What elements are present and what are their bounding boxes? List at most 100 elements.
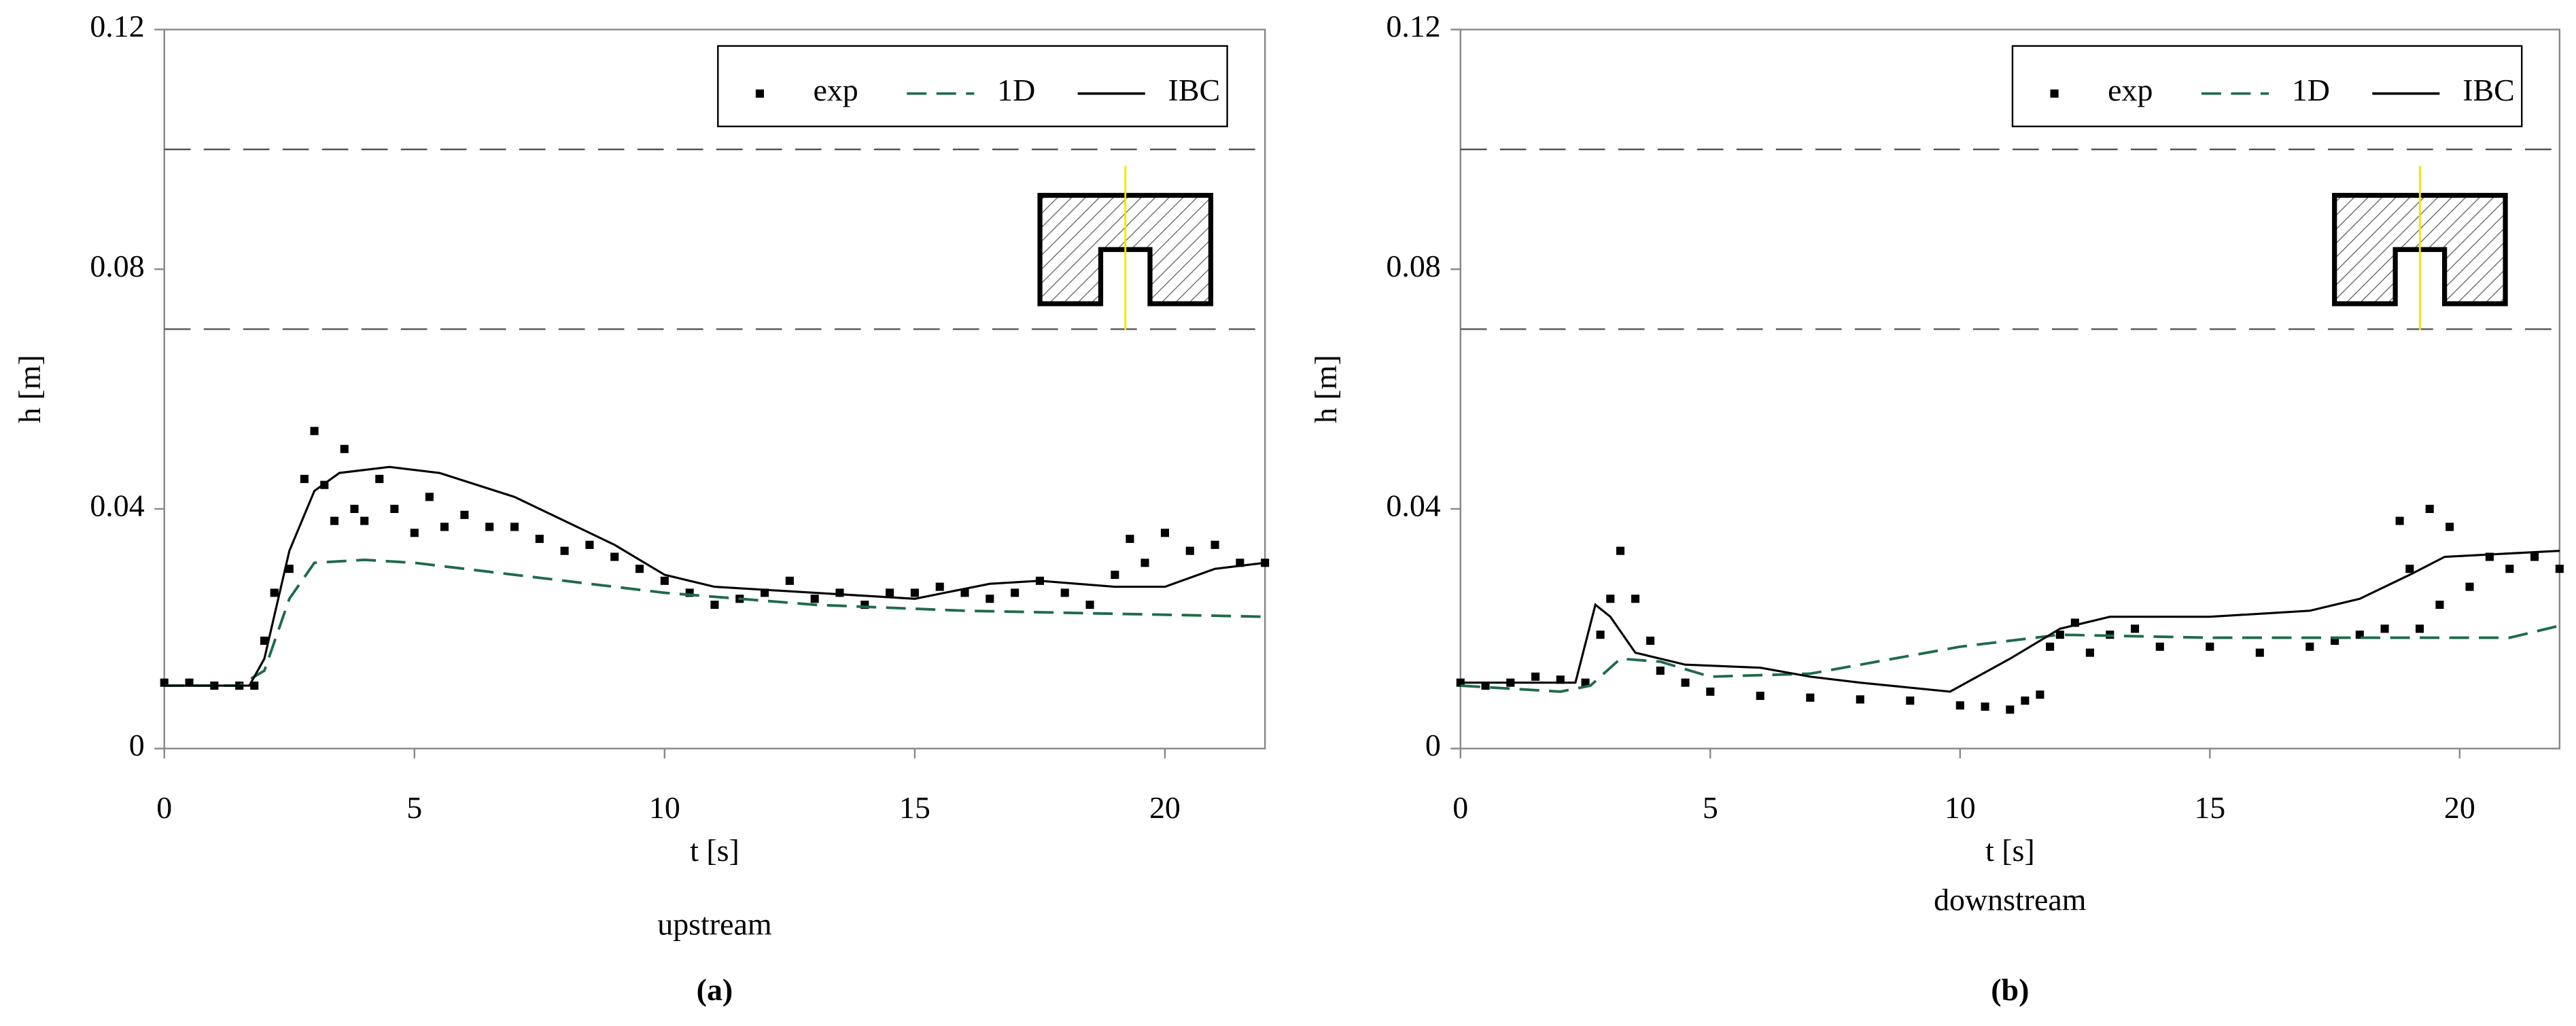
- data-point: [270, 588, 279, 597]
- data-point: [1955, 701, 1964, 710]
- x-tick-label: 20: [2444, 790, 2475, 825]
- data-point: [1681, 678, 1690, 687]
- data-point: [2036, 690, 2044, 699]
- x-tick-label: 5: [406, 790, 422, 825]
- data-point: [2055, 631, 2064, 639]
- data-point: [485, 523, 494, 531]
- data-point: [2131, 624, 2140, 633]
- plot-frame: [1459, 29, 2561, 749]
- data-point: [986, 595, 994, 603]
- x-tick-label: 20: [1149, 790, 1181, 825]
- data-point: [510, 523, 519, 531]
- data-point: [1211, 540, 1219, 549]
- data-point: [935, 582, 944, 591]
- data-point: [2255, 648, 2264, 657]
- x-tick-label: 10: [649, 790, 680, 825]
- legend-label: IBC: [2462, 73, 2515, 107]
- data-point: [785, 576, 794, 585]
- x-tick-label: 0: [1452, 790, 1468, 825]
- data-point: [425, 493, 434, 501]
- data-point: [560, 546, 569, 555]
- data-point: [710, 601, 719, 609]
- data-point: [1706, 687, 1715, 696]
- data-point: [250, 682, 259, 690]
- data-point: [1111, 570, 1119, 580]
- y-tick-label: 0.08: [1386, 249, 1440, 283]
- x-tick-label: 15: [899, 790, 930, 825]
- data-point: [960, 588, 969, 597]
- data-point: [340, 444, 349, 453]
- data-point: [390, 504, 399, 513]
- data-point: [810, 595, 819, 603]
- data-point: [635, 565, 644, 573]
- data-point: [2006, 705, 2015, 714]
- data-point: [2415, 624, 2424, 633]
- data-point: [1606, 595, 1615, 603]
- legend-label: 1D: [997, 73, 1035, 107]
- data-point: [2446, 523, 2454, 531]
- data-point: [2395, 516, 2404, 525]
- data-point: [585, 540, 594, 549]
- panel-label: (b): [1991, 972, 2029, 1007]
- data-point: [1856, 695, 1864, 704]
- y-tick-label: 0: [129, 728, 145, 762]
- data-point: [2021, 696, 2030, 705]
- data-point: [1581, 678, 1590, 687]
- data-point: [1126, 535, 1134, 544]
- data-point: [410, 529, 419, 537]
- data-point: [1185, 546, 1194, 555]
- x-tick-label: 15: [2194, 790, 2225, 825]
- legend-label: 1D: [2292, 73, 2330, 107]
- data-point: [310, 427, 319, 436]
- x-axis-label: t [s]: [1985, 833, 2035, 868]
- data-point: [375, 474, 384, 483]
- data-point: [1085, 601, 1094, 609]
- y-axis-label: h [m]: [1308, 355, 1343, 423]
- data-point: [2206, 642, 2214, 651]
- x-tick-label: 0: [156, 790, 172, 825]
- data-point: [535, 535, 544, 544]
- data-point: [260, 636, 268, 645]
- data-point: [330, 516, 339, 525]
- series-line: [164, 558, 1266, 688]
- data-point: [2380, 624, 2389, 633]
- data-point: [2465, 582, 2474, 591]
- data-point: [835, 588, 844, 597]
- legend-label: exp: [2108, 73, 2153, 107]
- legend-marker: [755, 89, 764, 98]
- data-point: [360, 516, 369, 525]
- data-point: [1596, 631, 1605, 639]
- legend-marker: [2050, 89, 2059, 98]
- caption: upstream: [657, 907, 771, 942]
- data-point: [1981, 702, 1989, 711]
- data-point: [2530, 552, 2539, 561]
- y-tick-label: 0.08: [90, 249, 144, 283]
- data-point: [1646, 636, 1655, 645]
- data-point: [2405, 565, 2414, 573]
- caption: downstream: [1934, 882, 2086, 917]
- data-point: [350, 504, 359, 513]
- data-point: [2425, 504, 2434, 513]
- data-point: [660, 576, 669, 585]
- y-tick-label: 0.04: [90, 488, 144, 523]
- x-tick-label: 5: [1703, 790, 1718, 825]
- data-point: [1756, 692, 1764, 701]
- data-point: [2085, 648, 2094, 657]
- data-point: [1011, 588, 1020, 597]
- y-tick-label: 0.12: [1386, 9, 1440, 43]
- data-point: [1160, 529, 1169, 537]
- plot-frame: [163, 29, 1266, 749]
- y-axis-label: h [m]: [12, 355, 47, 423]
- series-line: [1460, 624, 2560, 693]
- data-point: [2155, 642, 2164, 651]
- data-point: [886, 588, 894, 597]
- y-tick-label: 0: [1425, 728, 1441, 762]
- data-point: [1531, 672, 1540, 681]
- data-point: [440, 523, 449, 531]
- series-line: [1460, 550, 2560, 693]
- data-point: [1806, 693, 1815, 702]
- panel-label: (a): [697, 972, 733, 1007]
- data-point: [1616, 546, 1625, 555]
- data-point: [2046, 642, 2055, 651]
- data-point: [2555, 565, 2564, 573]
